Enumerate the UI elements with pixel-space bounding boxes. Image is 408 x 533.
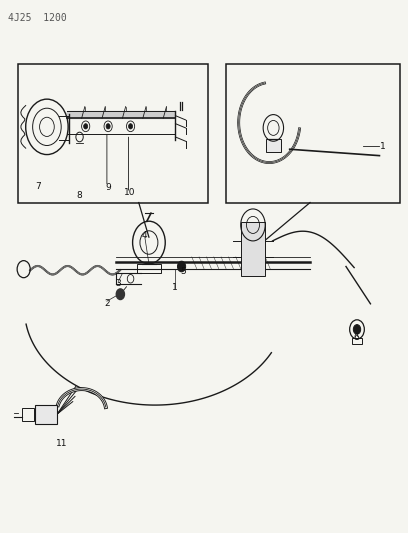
Circle shape [353,325,361,334]
Text: 9: 9 [105,183,111,192]
Text: 3: 3 [115,279,121,287]
Circle shape [177,261,186,272]
Text: 1: 1 [380,142,386,150]
Text: 2: 2 [104,300,110,308]
Bar [35,405,57,424]
Circle shape [116,289,124,300]
Bar [226,64,400,203]
Text: 10: 10 [124,189,135,197]
Text: 1: 1 [172,284,177,292]
Circle shape [129,124,133,129]
Text: 6: 6 [353,334,359,342]
Text: 8: 8 [77,191,82,200]
Text: 11: 11 [56,439,68,448]
Bar [22,408,34,421]
Text: 5: 5 [181,268,186,276]
Bar [266,139,281,152]
Bar [241,222,265,276]
Bar [352,338,362,344]
Circle shape [84,124,88,129]
Text: 4J25  1200: 4J25 1200 [8,13,67,23]
Text: 7: 7 [35,182,41,191]
Bar [137,264,161,273]
Text: 4: 4 [142,231,148,240]
Circle shape [106,124,110,129]
Bar [18,64,208,203]
